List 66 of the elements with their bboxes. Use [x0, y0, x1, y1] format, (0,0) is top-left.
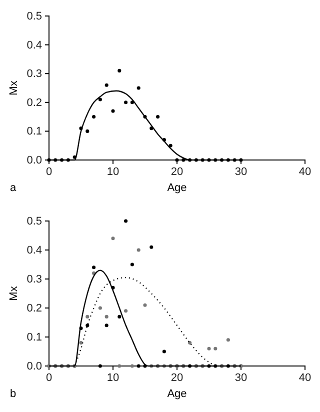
point — [104, 314, 108, 318]
y-tick-label: 0.1 — [26, 126, 42, 138]
point — [86, 129, 90, 133]
y-tick-label: 0.2 — [26, 96, 42, 109]
x-tick-label: 40 — [298, 166, 312, 178]
point — [86, 314, 90, 318]
y-tick-label: 0.4 — [26, 244, 42, 257]
y-tick-label: 0.2 — [26, 302, 42, 315]
point — [124, 309, 128, 313]
point — [143, 303, 147, 307]
y-axis-title: Mx — [8, 286, 20, 301]
point — [136, 248, 140, 252]
x-tick-label: 30 — [234, 372, 248, 384]
y-axis-title: Mx — [8, 80, 20, 96]
point — [124, 100, 128, 104]
text: b — [10, 388, 16, 400]
point — [104, 324, 108, 328]
point — [92, 266, 96, 270]
point — [92, 115, 96, 119]
x-tick-label: 20 — [170, 372, 184, 384]
point — [130, 364, 134, 368]
y-tick-label: 0.0 — [26, 360, 42, 373]
y-tick-label: 0.3 — [26, 274, 42, 286]
x-tick-label: 10 — [106, 166, 120, 178]
x-axis-title: Age — [167, 388, 187, 400]
point — [162, 350, 166, 354]
y-tick-label: 0.1 — [26, 332, 42, 344]
point — [226, 338, 230, 342]
point — [86, 324, 90, 328]
point — [175, 158, 179, 162]
point — [150, 126, 154, 130]
point — [104, 83, 108, 87]
point — [98, 364, 102, 368]
point — [136, 364, 140, 368]
x-tick-label: 0 — [46, 166, 52, 178]
x-tick-label: 40 — [298, 372, 312, 384]
point — [118, 68, 122, 72]
y-tick-label: 0.3 — [26, 68, 42, 80]
y-tick-label: 0.4 — [26, 39, 42, 52]
y-tick-label: 0.5 — [26, 10, 42, 23]
point — [207, 346, 211, 350]
y-tick-label: 0.5 — [26, 216, 42, 228]
point — [182, 158, 186, 162]
point — [98, 306, 102, 310]
x-axis-title: Age — [167, 182, 187, 194]
point — [124, 219, 128, 223]
point — [130, 262, 134, 266]
y-tick-label: 0.0 — [26, 154, 42, 167]
x-tick-label: 0 — [46, 372, 52, 384]
x-tick-label: 20 — [170, 166, 184, 178]
point — [118, 364, 122, 368]
point — [156, 115, 160, 119]
text: a — [10, 182, 17, 194]
x-tick-label: 30 — [234, 166, 248, 178]
point — [130, 100, 134, 104]
point — [150, 245, 154, 249]
point — [92, 271, 96, 275]
x-tick-label: 10 — [106, 372, 120, 384]
point — [98, 98, 102, 102]
point — [118, 314, 122, 318]
point — [136, 86, 140, 90]
point — [214, 346, 218, 350]
point — [188, 341, 192, 345]
point — [111, 109, 115, 113]
point — [168, 144, 172, 148]
point — [111, 236, 115, 240]
